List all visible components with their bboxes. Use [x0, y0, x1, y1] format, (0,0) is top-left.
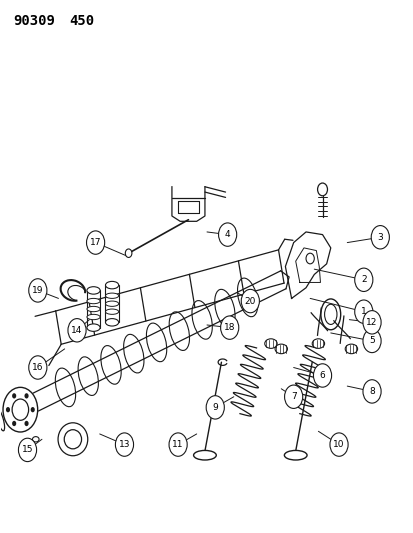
Circle shape [284, 385, 302, 408]
Text: 90309: 90309 [13, 14, 55, 28]
Text: 17: 17 [90, 238, 101, 247]
Circle shape [370, 225, 389, 249]
Circle shape [362, 329, 380, 353]
Text: 450: 450 [69, 14, 94, 28]
Text: 7: 7 [290, 392, 296, 401]
Text: 10: 10 [332, 440, 344, 449]
Text: 9: 9 [212, 403, 218, 412]
Circle shape [24, 421, 28, 426]
Ellipse shape [87, 306, 100, 312]
Text: 15: 15 [22, 446, 33, 455]
Ellipse shape [320, 299, 340, 330]
Circle shape [24, 393, 28, 399]
Circle shape [354, 300, 372, 324]
Ellipse shape [87, 298, 100, 304]
Ellipse shape [169, 312, 189, 351]
Text: 18: 18 [223, 323, 235, 332]
Circle shape [362, 379, 380, 403]
Circle shape [68, 319, 86, 342]
Ellipse shape [32, 437, 39, 442]
Text: 4: 4 [224, 230, 230, 239]
Circle shape [6, 407, 10, 413]
Circle shape [354, 268, 372, 292]
Circle shape [28, 279, 47, 302]
Ellipse shape [146, 323, 166, 362]
Circle shape [86, 231, 104, 254]
Ellipse shape [105, 281, 119, 289]
Text: 8: 8 [368, 387, 374, 396]
Circle shape [241, 289, 259, 313]
Ellipse shape [237, 278, 257, 317]
Ellipse shape [324, 304, 336, 325]
Text: 12: 12 [366, 318, 377, 327]
Ellipse shape [87, 287, 100, 294]
Circle shape [218, 223, 236, 246]
Ellipse shape [105, 309, 119, 314]
Ellipse shape [264, 339, 276, 349]
Circle shape [206, 395, 224, 419]
Ellipse shape [105, 319, 119, 326]
Text: 2: 2 [360, 275, 366, 284]
Circle shape [12, 421, 16, 426]
Ellipse shape [344, 344, 357, 354]
Text: 6: 6 [319, 371, 325, 380]
Text: 3: 3 [377, 233, 382, 242]
Circle shape [329, 433, 347, 456]
Ellipse shape [311, 339, 324, 349]
Ellipse shape [64, 430, 81, 449]
Circle shape [220, 316, 238, 340]
Circle shape [362, 311, 380, 334]
Text: 14: 14 [71, 326, 83, 335]
Ellipse shape [58, 423, 88, 456]
Ellipse shape [284, 450, 306, 460]
Text: 16: 16 [32, 363, 43, 372]
Text: 1: 1 [360, 307, 366, 316]
Ellipse shape [214, 289, 235, 328]
Circle shape [12, 393, 16, 399]
Circle shape [125, 249, 132, 257]
Ellipse shape [274, 344, 287, 354]
Ellipse shape [78, 357, 98, 395]
Ellipse shape [192, 301, 212, 339]
Circle shape [28, 356, 47, 379]
Text: 11: 11 [172, 440, 183, 449]
Text: 19: 19 [32, 286, 43, 295]
Ellipse shape [87, 314, 100, 320]
Ellipse shape [55, 368, 76, 407]
Ellipse shape [193, 450, 216, 460]
Ellipse shape [105, 293, 119, 298]
Text: 13: 13 [119, 440, 130, 449]
Ellipse shape [87, 324, 100, 332]
Text: 20: 20 [244, 296, 255, 305]
Ellipse shape [123, 334, 144, 373]
Ellipse shape [101, 345, 121, 384]
Text: 5: 5 [368, 336, 374, 345]
Circle shape [169, 433, 187, 456]
Circle shape [115, 433, 133, 456]
Circle shape [19, 438, 36, 462]
Ellipse shape [105, 301, 119, 306]
Ellipse shape [0, 408, 5, 431]
Circle shape [313, 364, 331, 387]
Circle shape [31, 407, 35, 413]
